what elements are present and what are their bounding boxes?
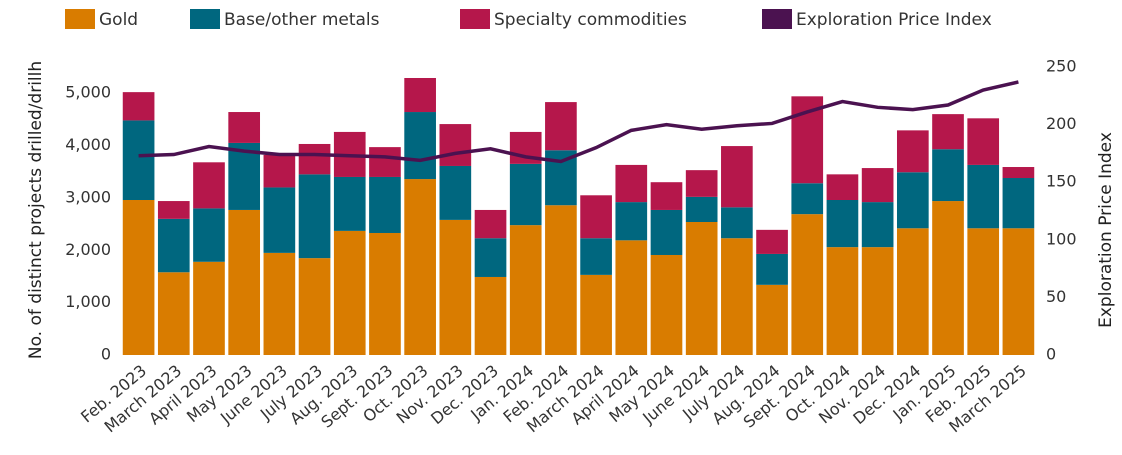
y-tick-label: 0 xyxy=(101,345,111,364)
bar-segment xyxy=(298,143,331,175)
bar-segment xyxy=(439,219,472,355)
y-axis-label: No. of distinct projects drilled/drillh xyxy=(26,61,46,359)
legend-swatch xyxy=(460,9,490,29)
bar-segment xyxy=(826,174,859,201)
legend-swatch xyxy=(190,9,220,29)
bar-segment xyxy=(298,258,331,355)
bar-segment xyxy=(474,238,507,277)
bar-segment xyxy=(474,276,507,355)
bar-segment xyxy=(157,201,190,219)
bar-segment xyxy=(404,112,436,180)
bar-segment xyxy=(474,209,507,239)
index-line xyxy=(138,80,1019,164)
y-tick-label: 1,000 xyxy=(65,292,111,311)
legend-label: Gold xyxy=(99,10,138,30)
bar-segment xyxy=(685,170,718,197)
legend-label: Specialty commodities xyxy=(494,10,687,30)
bar-segment xyxy=(791,214,824,355)
y2-tick-label: 150 xyxy=(1046,172,1077,191)
bar-segment xyxy=(263,252,296,355)
bar-segment xyxy=(509,225,542,355)
y-tick-label: 2,000 xyxy=(65,240,111,259)
bar-segment xyxy=(263,187,296,253)
bar-segment xyxy=(404,179,436,355)
bar-segment xyxy=(369,176,401,233)
bar-segment xyxy=(228,209,261,355)
bar-segment xyxy=(122,92,155,121)
bar-segment xyxy=(685,196,718,222)
bar-segment xyxy=(193,162,225,209)
bar-segment xyxy=(967,228,1000,355)
bar-segment xyxy=(1002,167,1035,179)
bar-segment xyxy=(509,163,542,226)
bar-segment xyxy=(193,208,225,262)
bar-segment xyxy=(826,247,859,355)
bar-segment xyxy=(580,195,612,239)
bar-segment xyxy=(896,130,929,173)
bar-segment xyxy=(333,176,366,231)
y2-tick-label: 50 xyxy=(1046,287,1066,306)
bar-segment xyxy=(545,102,577,151)
bar-segment xyxy=(263,154,296,188)
legend-label: Exploration Price Index xyxy=(796,10,992,30)
bar-segment xyxy=(721,238,753,355)
bar-segment xyxy=(896,172,929,229)
bar-segment xyxy=(826,200,859,248)
bar-segment xyxy=(756,284,788,355)
bar-segment xyxy=(1002,178,1035,229)
y2-axis-label: Exploration Price Index xyxy=(1096,132,1116,328)
bar-segment xyxy=(615,164,648,203)
y2-tick-label: 250 xyxy=(1046,57,1077,76)
legend-swatch xyxy=(762,9,792,29)
bar-segment xyxy=(545,205,577,355)
y2-tick-label: 100 xyxy=(1046,229,1077,248)
bar-segment xyxy=(932,114,964,150)
bar-segment xyxy=(228,112,261,143)
bar-segment xyxy=(122,120,155,201)
bar-segment xyxy=(791,183,824,215)
bar-segment xyxy=(721,207,753,239)
bar-segment xyxy=(439,165,472,220)
bar-segment xyxy=(896,228,929,355)
bar-segment xyxy=(369,232,401,355)
bar-segment xyxy=(932,149,964,202)
bar-segment xyxy=(650,254,683,355)
bar-segment xyxy=(650,182,683,210)
y-tick-label: 3,000 xyxy=(65,187,111,206)
bar-segment xyxy=(967,164,1000,229)
bar-segment xyxy=(615,202,648,241)
bar-segment xyxy=(967,118,1000,165)
bar-segment xyxy=(298,174,331,259)
bar-segment xyxy=(404,77,436,113)
bar-segment xyxy=(157,218,190,273)
bar-segment xyxy=(756,253,788,285)
y2-tick-label: 0 xyxy=(1046,345,1056,364)
bar-segment xyxy=(580,274,612,355)
y-tick-label: 4,000 xyxy=(65,135,111,154)
bar-segment xyxy=(721,146,753,208)
bar-segment xyxy=(615,240,648,355)
bar-segment xyxy=(861,168,894,203)
bar-segment xyxy=(228,142,261,210)
bar-segment xyxy=(333,230,366,355)
bar-segment xyxy=(861,247,894,355)
bar-segment xyxy=(122,200,155,355)
y-tick-label: 5,000 xyxy=(65,83,111,102)
bar-segment xyxy=(369,147,401,177)
bar-segment xyxy=(932,201,964,355)
legend-swatch xyxy=(65,9,95,29)
bar-segment xyxy=(650,209,683,255)
bar-segment xyxy=(1002,228,1035,355)
bar-segment xyxy=(580,238,612,275)
bar-segment xyxy=(157,272,190,355)
bar-segment xyxy=(439,124,472,166)
bar-segment xyxy=(685,221,718,355)
bar-segment xyxy=(756,229,788,254)
bar-segment xyxy=(193,261,225,355)
bar-segment xyxy=(861,202,894,248)
legend-label: Base/other metals xyxy=(224,10,380,30)
y2-tick-label: 200 xyxy=(1046,114,1077,133)
